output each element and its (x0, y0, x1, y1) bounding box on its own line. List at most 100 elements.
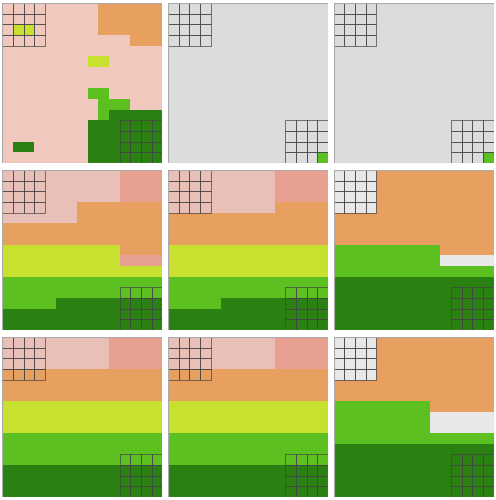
Bar (285, 465, 296, 475)
Bar (88, 234, 98, 244)
Bar (13, 422, 24, 433)
Bar (130, 35, 141, 45)
Bar (189, 192, 200, 202)
Bar (45, 444, 56, 454)
Bar (88, 369, 98, 380)
Bar (243, 401, 253, 411)
Bar (13, 234, 24, 244)
Bar (66, 14, 77, 24)
Bar (179, 401, 189, 411)
Bar (66, 454, 77, 465)
Bar (109, 244, 120, 256)
Bar (56, 319, 66, 330)
Bar (472, 152, 483, 163)
Bar (2, 88, 13, 99)
Bar (200, 348, 211, 358)
Bar (77, 181, 88, 192)
Bar (120, 170, 130, 181)
Bar (211, 476, 221, 486)
Bar (45, 308, 56, 319)
Bar (334, 337, 344, 348)
Bar (152, 380, 162, 390)
Bar (275, 412, 285, 422)
Bar (189, 224, 200, 234)
Bar (2, 67, 13, 78)
Bar (451, 288, 462, 298)
Bar (253, 234, 264, 244)
Bar (24, 369, 34, 380)
Bar (334, 433, 344, 444)
Bar (275, 444, 285, 454)
Bar (355, 35, 366, 45)
Bar (179, 348, 189, 358)
Bar (168, 308, 179, 319)
Bar (408, 3, 419, 14)
Bar (440, 142, 451, 152)
Bar (430, 56, 440, 67)
Bar (2, 110, 13, 120)
Bar (462, 454, 472, 465)
Bar (355, 192, 366, 202)
Bar (152, 454, 162, 465)
Bar (2, 152, 13, 163)
Bar (275, 152, 285, 163)
Bar (189, 369, 200, 380)
Bar (211, 319, 221, 330)
Bar (88, 88, 98, 99)
Bar (120, 35, 130, 45)
Bar (408, 35, 419, 45)
Bar (152, 433, 162, 444)
Bar (285, 3, 296, 14)
Bar (344, 181, 355, 192)
Bar (88, 390, 98, 401)
Bar (376, 454, 387, 465)
Bar (317, 24, 328, 35)
Bar (2, 276, 13, 287)
Bar (472, 131, 483, 141)
Bar (285, 433, 296, 444)
Bar (120, 298, 130, 308)
Bar (376, 380, 387, 390)
Bar (141, 298, 152, 308)
Bar (430, 3, 440, 14)
Bar (366, 454, 376, 465)
Bar (109, 369, 120, 380)
Bar (419, 224, 430, 234)
Bar (221, 14, 232, 24)
Bar (285, 476, 296, 486)
Bar (243, 67, 253, 78)
Bar (285, 14, 296, 24)
Bar (430, 234, 440, 244)
Bar (376, 244, 387, 256)
Bar (462, 120, 472, 131)
Bar (88, 110, 98, 120)
Bar (211, 276, 221, 287)
Bar (45, 380, 56, 390)
Bar (275, 88, 285, 99)
Bar (168, 244, 179, 256)
Bar (179, 131, 189, 141)
Bar (120, 380, 130, 390)
Bar (120, 454, 130, 465)
Bar (376, 348, 387, 358)
Bar (253, 337, 264, 348)
Bar (264, 422, 275, 433)
Bar (451, 120, 462, 131)
Bar (45, 46, 56, 56)
Bar (472, 192, 483, 202)
Bar (189, 3, 200, 14)
Bar (221, 390, 232, 401)
Bar (419, 390, 430, 401)
Bar (334, 454, 344, 465)
Bar (307, 14, 317, 24)
Bar (451, 358, 462, 369)
Bar (462, 444, 472, 454)
Bar (366, 298, 376, 308)
Bar (189, 454, 200, 465)
Bar (179, 276, 189, 287)
Bar (462, 170, 472, 181)
Bar (2, 369, 13, 380)
Bar (120, 78, 130, 88)
Bar (344, 56, 355, 67)
Bar (408, 288, 419, 298)
